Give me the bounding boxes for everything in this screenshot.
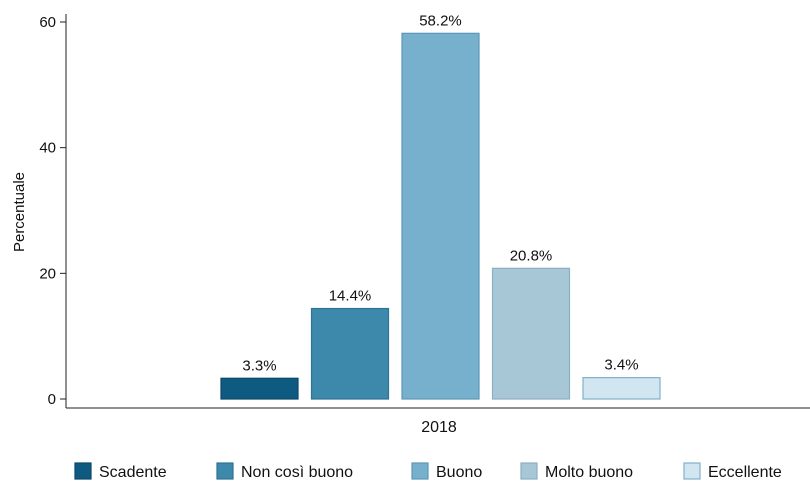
legend-swatch bbox=[216, 462, 234, 480]
legend-label: Eccellente bbox=[708, 464, 782, 481]
bar-value-label: 14.4% bbox=[329, 288, 372, 305]
bar-1 bbox=[220, 377, 299, 400]
legend-swatch bbox=[74, 462, 92, 480]
legend-swatch bbox=[411, 462, 429, 480]
data-labels: 3.3% 14.4% 58.2% 20.8% 3.4% bbox=[242, 12, 638, 374]
legend-label: Buono bbox=[436, 464, 482, 481]
bar-3 bbox=[401, 32, 480, 400]
axes: 0 20 40 60 2018 bbox=[39, 14, 810, 436]
bar-value-label: 3.3% bbox=[242, 357, 276, 374]
x-category-label: 2018 bbox=[421, 419, 457, 436]
legend-swatch bbox=[683, 462, 701, 480]
y-axis-title: Percentuale bbox=[11, 172, 28, 252]
legend-label: Scadente bbox=[99, 464, 167, 481]
legend-label: Non così buono bbox=[241, 464, 353, 481]
legend-label: Molto buono bbox=[545, 464, 633, 481]
legend: Scadente Non così buono Buono Molto buono Ec… bbox=[74, 462, 782, 481]
bar-value-label: 20.8% bbox=[510, 247, 553, 264]
bar-5 bbox=[582, 377, 661, 400]
bar-value-label: 3.4% bbox=[604, 357, 638, 374]
bars bbox=[220, 32, 661, 400]
y-tick-label: 40 bbox=[39, 140, 56, 157]
y-tick-label: 20 bbox=[39, 265, 56, 282]
bar-value-label: 58.2% bbox=[419, 12, 462, 29]
legend-swatch bbox=[520, 462, 538, 480]
y-tick-label: 60 bbox=[39, 14, 56, 31]
bar-2 bbox=[310, 307, 390, 400]
y-tick-label: 0 bbox=[48, 391, 56, 408]
bar-4 bbox=[491, 267, 571, 400]
